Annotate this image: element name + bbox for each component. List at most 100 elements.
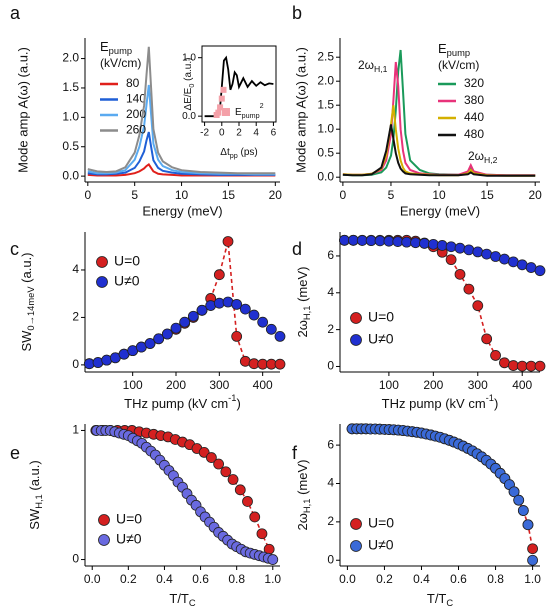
annotation-part: 2ω [468, 149, 484, 163]
data-point [267, 554, 279, 565]
legend-marker [96, 276, 108, 288]
annotation: 2ωH,2 [468, 149, 498, 165]
data-point [499, 357, 510, 369]
data-point [481, 333, 493, 345]
x-axis-label: THz pump (kV cm-1) [382, 393, 499, 411]
x-axis-label-part: -1 [486, 393, 494, 403]
x-axis-label-part: -1 [228, 393, 236, 403]
panel-letter: d [292, 239, 302, 259]
x-tick-label: 400 [512, 378, 532, 392]
data-line [87, 84, 276, 176]
x-tick-label: 300 [209, 378, 229, 392]
legend-title-part: E [100, 39, 109, 54]
annotation-part: H,1 [374, 64, 388, 74]
y-axis-label-part: (a.u.) [27, 460, 42, 494]
legend-marker [96, 256, 108, 268]
y-axis-label-part: ΔE/E [183, 87, 194, 110]
y-tick-label: 0 [327, 359, 334, 373]
y-tick-label: 4 [327, 285, 334, 299]
data-square [220, 86, 227, 93]
legend-label: 440 [464, 110, 484, 124]
y-axis-label-part: SW [19, 330, 34, 352]
legend-marker [350, 518, 362, 530]
y-axis-label-part: SW [27, 508, 42, 530]
x-axis-label: Energy (meV) [400, 203, 480, 218]
data-point [144, 338, 156, 349]
y-tick-label: 0 [72, 552, 79, 566]
legend-label: U≠0 [116, 531, 142, 547]
legend-label: U=0 [368, 515, 394, 531]
y-axis-label-part: (a.u.) [183, 58, 194, 84]
x-axis-label: T/TC [427, 591, 454, 608]
y-tick-label: 4 [327, 476, 334, 490]
data-line [342, 105, 536, 177]
x-tick-label: 100 [123, 378, 143, 392]
legend-title: Epump [438, 41, 470, 58]
y-tick-label: 0.0 [182, 111, 196, 122]
data-point [256, 528, 268, 540]
y-tick-label: 0.0 [62, 168, 79, 182]
data-point [231, 331, 243, 342]
y-axis-label: 2ωH,1 (meV) [295, 460, 312, 531]
x-axis-label: THz pump (kV cm-1) [124, 393, 241, 411]
data-point [196, 304, 208, 316]
x-axis-label: T/TC [169, 591, 196, 608]
x-tick-label: -2 [200, 128, 209, 139]
x-tick-label: 6 [271, 128, 277, 139]
data-point [242, 496, 253, 507]
y-axis-label-part: (meV) [295, 267, 310, 306]
x-tick-label: 0 [84, 188, 91, 202]
annotation-part: 2ω [358, 58, 374, 72]
data-point [274, 358, 286, 370]
data-line [87, 46, 276, 175]
legend-marker [98, 534, 110, 546]
legend-marker [98, 514, 110, 526]
y-axis-label: SWH,1 (a.u.) [27, 460, 44, 529]
legend-label: U=0 [114, 253, 140, 269]
legend-label-part: 2 [260, 101, 264, 110]
y-axis-label: 2ωH,1 (meV) [295, 267, 312, 338]
legend-label: 480 [464, 127, 484, 141]
x-tick-label: 200 [423, 378, 443, 392]
y-axis-label-part: 0→14meV [26, 286, 36, 331]
legend-swatch [222, 108, 230, 116]
legend-label-part: pump [242, 111, 260, 120]
data-point [534, 265, 546, 277]
legend-label: U=0 [368, 309, 394, 325]
data-point [153, 333, 165, 345]
data-point [213, 458, 225, 470]
data-point [454, 268, 466, 280]
legend-label: 140 [126, 92, 146, 106]
data-point [222, 236, 234, 247]
legend-label: 260 [126, 123, 146, 137]
data-point [463, 244, 475, 256]
data-point [472, 300, 484, 312]
data-point [234, 484, 246, 496]
x-tick-label: 1.0 [524, 572, 541, 586]
x-tick-label: 0.4 [156, 572, 173, 586]
y-tick-label: 0.0 [317, 169, 334, 183]
y-tick-label: 0.5 [62, 139, 79, 153]
data-point [187, 310, 199, 322]
x-axis-label-part: T/T [169, 591, 189, 606]
data-point [161, 328, 173, 340]
x-tick-label: 200 [166, 378, 186, 392]
y-tick-label: 0 [327, 552, 334, 566]
y-axis-label: Mode amp A(ω) (a.u.) [15, 47, 30, 173]
data-point [427, 238, 439, 250]
data-point [205, 452, 217, 463]
x-tick-label: 4 [253, 128, 259, 139]
y-tick-label: 2 [327, 514, 334, 528]
data-line [87, 131, 276, 176]
data-point [410, 237, 421, 249]
y-axis-label-part: H,1 [302, 306, 312, 321]
legend-title-part: pump [109, 46, 132, 56]
y-tick-label: 1.5 [62, 80, 79, 94]
y-axis-label-part: 0 [187, 84, 196, 88]
legend-marker [350, 540, 362, 552]
data-point [401, 236, 413, 248]
data-point [513, 494, 525, 506]
x-axis-label-part: C [446, 598, 453, 608]
legend-title-part: pump [447, 48, 470, 58]
